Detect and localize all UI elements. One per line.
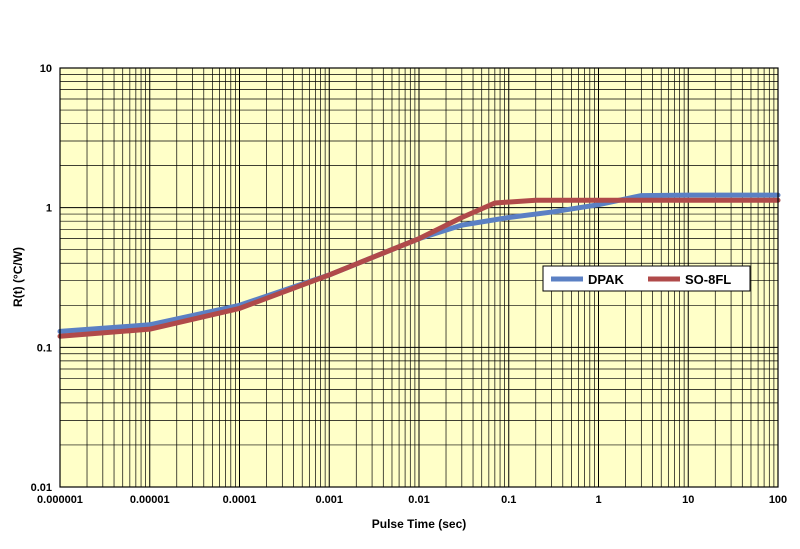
x-tick-label: 0.1 [501, 494, 516, 506]
x-tick-label: 0.0001 [223, 494, 257, 506]
legend-label-dpak: DPAK [588, 272, 624, 287]
x-tick-label: 100 [769, 494, 787, 506]
y-tick-label: 0.01 [31, 482, 52, 494]
legend-label-so8fl: SO-8FL [685, 272, 731, 287]
plot-area-border [59, 67, 779, 488]
series-line-dpak [57, 192, 781, 334]
y-tick-label: 1 [46, 203, 52, 215]
y-tick-label: 10 [40, 63, 52, 75]
x-tick-label: 0.01 [408, 494, 429, 506]
series-line-so8fl [57, 197, 781, 339]
tick-labels: 0.000001 0.00001 0.0001 0.001 0.01 0.1 1 10 100 0… [31, 63, 788, 506]
x-tick-label: 0.000001 [37, 494, 83, 506]
x-tick-label: 0.001 [315, 494, 343, 506]
grid [59, 68, 778, 488]
y-tick-label: 0.1 [37, 342, 52, 354]
legend: DPAK SO-8FL [542, 265, 751, 292]
x-axis-title: Pulse Time (sec) [372, 517, 467, 531]
series-lines [57, 192, 781, 339]
x-tick-label: 10 [682, 494, 694, 506]
y-axis-title: R(t) (°C/W) [11, 247, 25, 307]
x-tick-label: 1 [595, 494, 601, 506]
x-tick-label: 0.00001 [130, 494, 170, 506]
